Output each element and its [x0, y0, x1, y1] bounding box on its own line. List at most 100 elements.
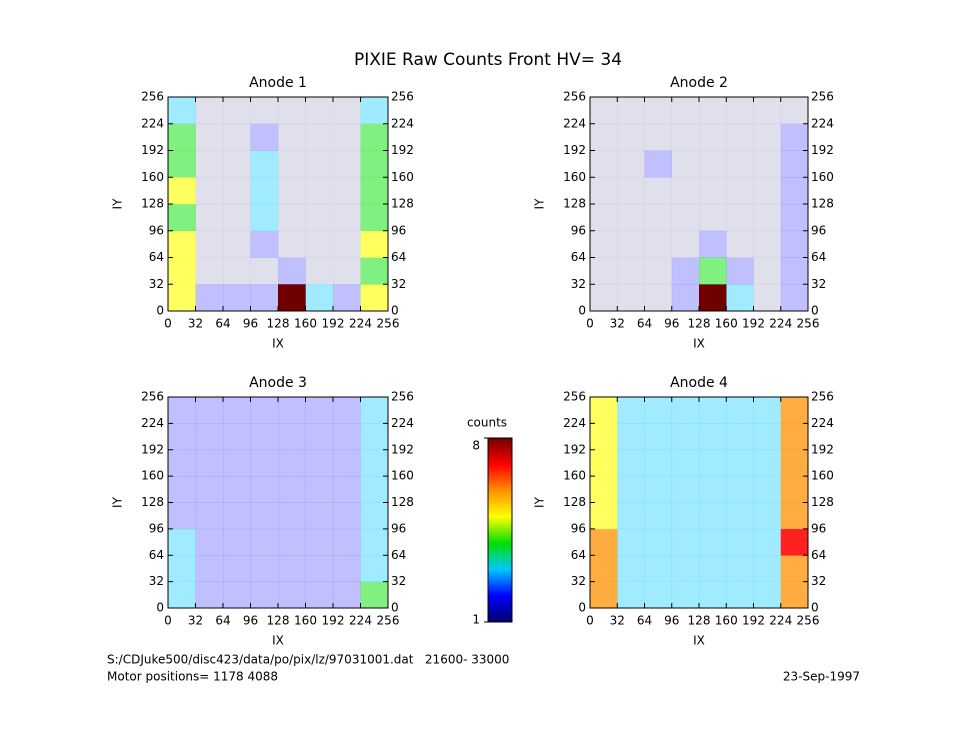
heat-cell	[780, 423, 809, 451]
heat-cell	[699, 204, 727, 232]
x-axis-label: IX	[272, 337, 284, 351]
motor-info: Motor positions= 1178 4088	[107, 670, 278, 684]
heat-cell	[780, 123, 809, 151]
x-tick-label: 256	[377, 614, 400, 628]
heat-cell	[223, 284, 251, 312]
heat-cell	[250, 502, 279, 530]
x-tick-label: 0	[164, 614, 172, 628]
heat-cell	[360, 257, 389, 285]
x-tick-label: 192	[742, 317, 765, 331]
heat-cell	[780, 581, 809, 609]
heat-cell	[278, 502, 306, 530]
heat-cell	[250, 581, 279, 609]
heat-cell	[195, 150, 224, 178]
y-tick-label: 0	[578, 304, 586, 318]
heat-cell	[278, 123, 306, 151]
heat-cell	[617, 123, 645, 151]
y-tick-label: 192	[563, 143, 586, 157]
heat-cell	[671, 502, 700, 530]
heat-cell	[360, 423, 389, 451]
heat-cell	[360, 581, 389, 609]
heat-cell	[780, 476, 809, 503]
y2-tick-label: 192	[391, 442, 414, 456]
y-tick-label: 192	[141, 442, 164, 456]
heat-cell	[780, 449, 809, 477]
y2-tick-label: 32	[391, 277, 406, 291]
heat-cell	[699, 123, 727, 151]
heat-cell	[250, 284, 279, 312]
y-axis-label: IY	[533, 496, 547, 508]
x-tick-label: 256	[797, 614, 820, 628]
x-tick-label: 64	[637, 317, 652, 331]
heat-cell	[753, 257, 782, 285]
heat-cell	[305, 502, 334, 530]
heat-cell	[360, 150, 389, 178]
heat-cell	[250, 230, 279, 258]
heat-cell	[644, 123, 673, 151]
y-axis-label: IY	[533, 198, 547, 210]
heat-cell	[278, 476, 306, 503]
heat-cell	[168, 397, 196, 424]
heat-cell	[250, 97, 279, 125]
y-tick-label: 128	[141, 197, 164, 211]
heat-cell	[726, 230, 754, 258]
y-tick-label: 160	[141, 469, 164, 483]
y2-tick-label: 64	[391, 548, 406, 562]
heat-cell	[333, 423, 361, 451]
heat-cell	[617, 177, 645, 205]
x-tick-label: 96	[243, 317, 258, 331]
heat-cell	[590, 97, 618, 125]
heat-cell	[590, 476, 618, 503]
heat-cell	[333, 502, 361, 530]
heat-cell	[168, 97, 196, 125]
y2-tick-label: 256	[391, 90, 414, 104]
heat-cell	[780, 97, 809, 125]
y-tick-label: 256	[141, 90, 164, 104]
x-tick-label: 96	[243, 614, 258, 628]
y-tick-label: 96	[149, 223, 164, 237]
heat-cell	[590, 528, 618, 556]
heat-cell	[360, 123, 389, 151]
y2-tick-label: 256	[811, 390, 834, 404]
y-tick-label: 0	[156, 304, 164, 318]
heat-cell	[250, 150, 279, 178]
heat-cell	[617, 528, 645, 556]
x-tick-label: 128	[267, 614, 290, 628]
heat-cell	[278, 204, 306, 232]
heat-cell	[780, 502, 809, 530]
heat-cell	[671, 97, 700, 125]
heat-cell	[617, 555, 645, 582]
y-tick-label: 64	[149, 250, 164, 264]
heat-cell	[333, 397, 361, 424]
heat-cell	[590, 449, 618, 477]
heat-cell	[726, 528, 754, 556]
heat-cell	[195, 257, 224, 285]
heat-cell	[360, 476, 389, 503]
heat-cell	[195, 230, 224, 258]
heat-cell	[305, 257, 334, 285]
heat-cell	[726, 257, 754, 285]
heat-cell	[617, 397, 645, 424]
x-tick-label: 160	[715, 317, 738, 331]
panel-title: Anode 1	[249, 75, 307, 91]
heat-cell	[360, 177, 389, 205]
heat-cell	[360, 204, 389, 232]
heat-cell	[305, 449, 334, 477]
heat-cell	[278, 581, 306, 609]
heat-cell	[726, 502, 754, 530]
heat-cell	[195, 204, 224, 232]
y2-tick-label: 32	[391, 574, 406, 588]
chart-title: PIXIE Raw Counts Front HV= 34	[354, 50, 622, 70]
heat-cell	[168, 581, 196, 609]
heat-cell	[753, 97, 782, 125]
heat-cell	[726, 581, 754, 609]
y-tick-label: 32	[571, 277, 586, 291]
panel-title: Anode 3	[249, 375, 307, 391]
heat-cell	[671, 449, 700, 477]
heat-cell	[699, 230, 727, 258]
heat-cell	[753, 502, 782, 530]
heat-cell	[195, 423, 224, 451]
x-tick-label: 96	[664, 317, 679, 331]
heat-cell	[250, 555, 279, 582]
heat-cell	[223, 97, 251, 125]
